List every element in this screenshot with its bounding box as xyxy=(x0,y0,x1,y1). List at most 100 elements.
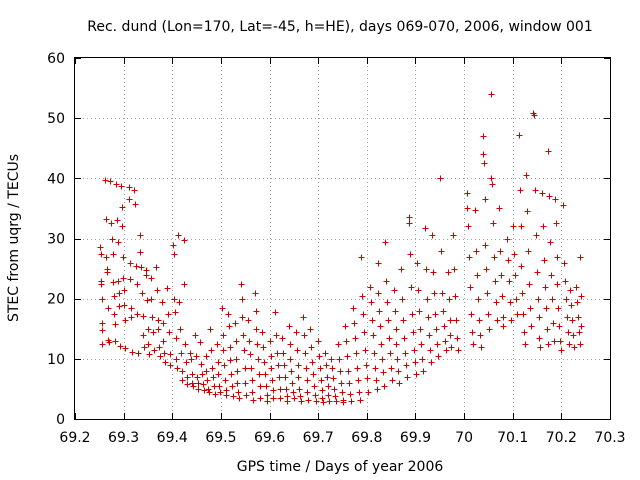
data-point xyxy=(228,371,235,378)
data-point xyxy=(212,391,219,398)
data-point xyxy=(556,323,563,330)
data-point xyxy=(116,303,123,310)
data-point xyxy=(315,338,322,345)
data-point xyxy=(106,339,113,346)
data-point xyxy=(468,311,475,318)
data-point xyxy=(352,335,359,342)
data-point xyxy=(241,347,248,354)
data-point xyxy=(126,196,133,203)
data-point xyxy=(423,266,430,273)
data-point xyxy=(110,279,117,286)
data-point xyxy=(310,371,317,378)
data-point xyxy=(548,272,555,279)
data-point xyxy=(177,326,184,333)
data-point xyxy=(217,389,224,396)
data-point xyxy=(246,338,253,345)
data-point xyxy=(482,196,489,203)
data-point xyxy=(389,377,396,384)
data-point xyxy=(432,311,439,318)
data-point xyxy=(153,264,160,271)
data-point xyxy=(447,317,454,324)
data-point xyxy=(249,389,256,396)
data-point xyxy=(148,275,155,282)
data-point xyxy=(377,323,384,330)
data-point xyxy=(396,380,403,387)
data-point xyxy=(264,392,271,399)
y-tick-labels: 0 10 20 30 40 50 60 xyxy=(47,51,65,428)
data-point xyxy=(448,344,455,351)
data-point xyxy=(320,399,327,406)
data-point xyxy=(343,338,350,345)
chart-title: Rec. dund (Lon=170, Lat=-45, h=HE), days… xyxy=(87,19,593,35)
data-point xyxy=(450,232,457,239)
data-point xyxy=(172,309,179,316)
data-point xyxy=(494,317,501,324)
data-point xyxy=(567,287,574,294)
grid-lines xyxy=(75,58,610,419)
data-point xyxy=(115,239,122,246)
data-point xyxy=(566,341,573,348)
data-point xyxy=(473,248,480,255)
data-point xyxy=(331,386,338,393)
data-point xyxy=(205,386,212,393)
data-point xyxy=(554,281,561,288)
data-point xyxy=(181,237,188,244)
data-point xyxy=(261,359,268,366)
data-point xyxy=(263,383,270,390)
data-point xyxy=(116,290,123,297)
data-point xyxy=(176,299,183,306)
data-point xyxy=(262,371,269,378)
data-point xyxy=(308,344,315,351)
data-point xyxy=(140,332,147,339)
data-point xyxy=(523,172,530,179)
data-point xyxy=(398,266,405,273)
data-point xyxy=(276,374,283,381)
data-point xyxy=(346,380,353,387)
data-point xyxy=(485,311,492,318)
x-tick-label: 70.1 xyxy=(497,430,528,446)
data-point xyxy=(406,220,413,227)
data-point xyxy=(546,193,553,200)
data-point xyxy=(219,305,226,312)
data-point xyxy=(486,326,493,333)
data-point xyxy=(171,251,178,258)
data-point xyxy=(426,332,433,339)
data-point xyxy=(497,248,504,255)
data-point xyxy=(455,347,462,354)
data-point xyxy=(107,178,114,185)
data-point xyxy=(110,251,117,258)
data-point xyxy=(348,398,355,405)
data-point xyxy=(380,369,387,376)
data-point xyxy=(353,350,360,357)
data-point xyxy=(277,395,284,402)
data-point xyxy=(302,350,309,357)
data-point xyxy=(111,311,118,318)
data-point xyxy=(268,353,275,360)
data-point xyxy=(570,332,577,339)
data-point xyxy=(137,232,144,239)
data-point xyxy=(541,257,548,264)
data-point xyxy=(232,320,239,327)
y-tick-label: 20 xyxy=(47,292,65,308)
data-point xyxy=(132,201,139,208)
data-point xyxy=(446,296,453,303)
data-point xyxy=(376,308,383,315)
data-point xyxy=(282,374,289,381)
data-point xyxy=(98,251,105,258)
data-point xyxy=(324,374,331,381)
data-point xyxy=(428,359,435,366)
data-point xyxy=(301,332,308,339)
data-point xyxy=(192,332,199,339)
data-point xyxy=(284,398,291,405)
data-point xyxy=(358,254,365,261)
data-point xyxy=(542,284,549,291)
data-point xyxy=(395,368,402,375)
data-point xyxy=(441,323,448,330)
data-point xyxy=(363,362,370,369)
data-point xyxy=(134,311,141,318)
data-point xyxy=(438,248,445,255)
data-point xyxy=(239,296,246,303)
data-point xyxy=(303,365,310,372)
data-point xyxy=(279,335,286,342)
data-point xyxy=(480,151,487,158)
